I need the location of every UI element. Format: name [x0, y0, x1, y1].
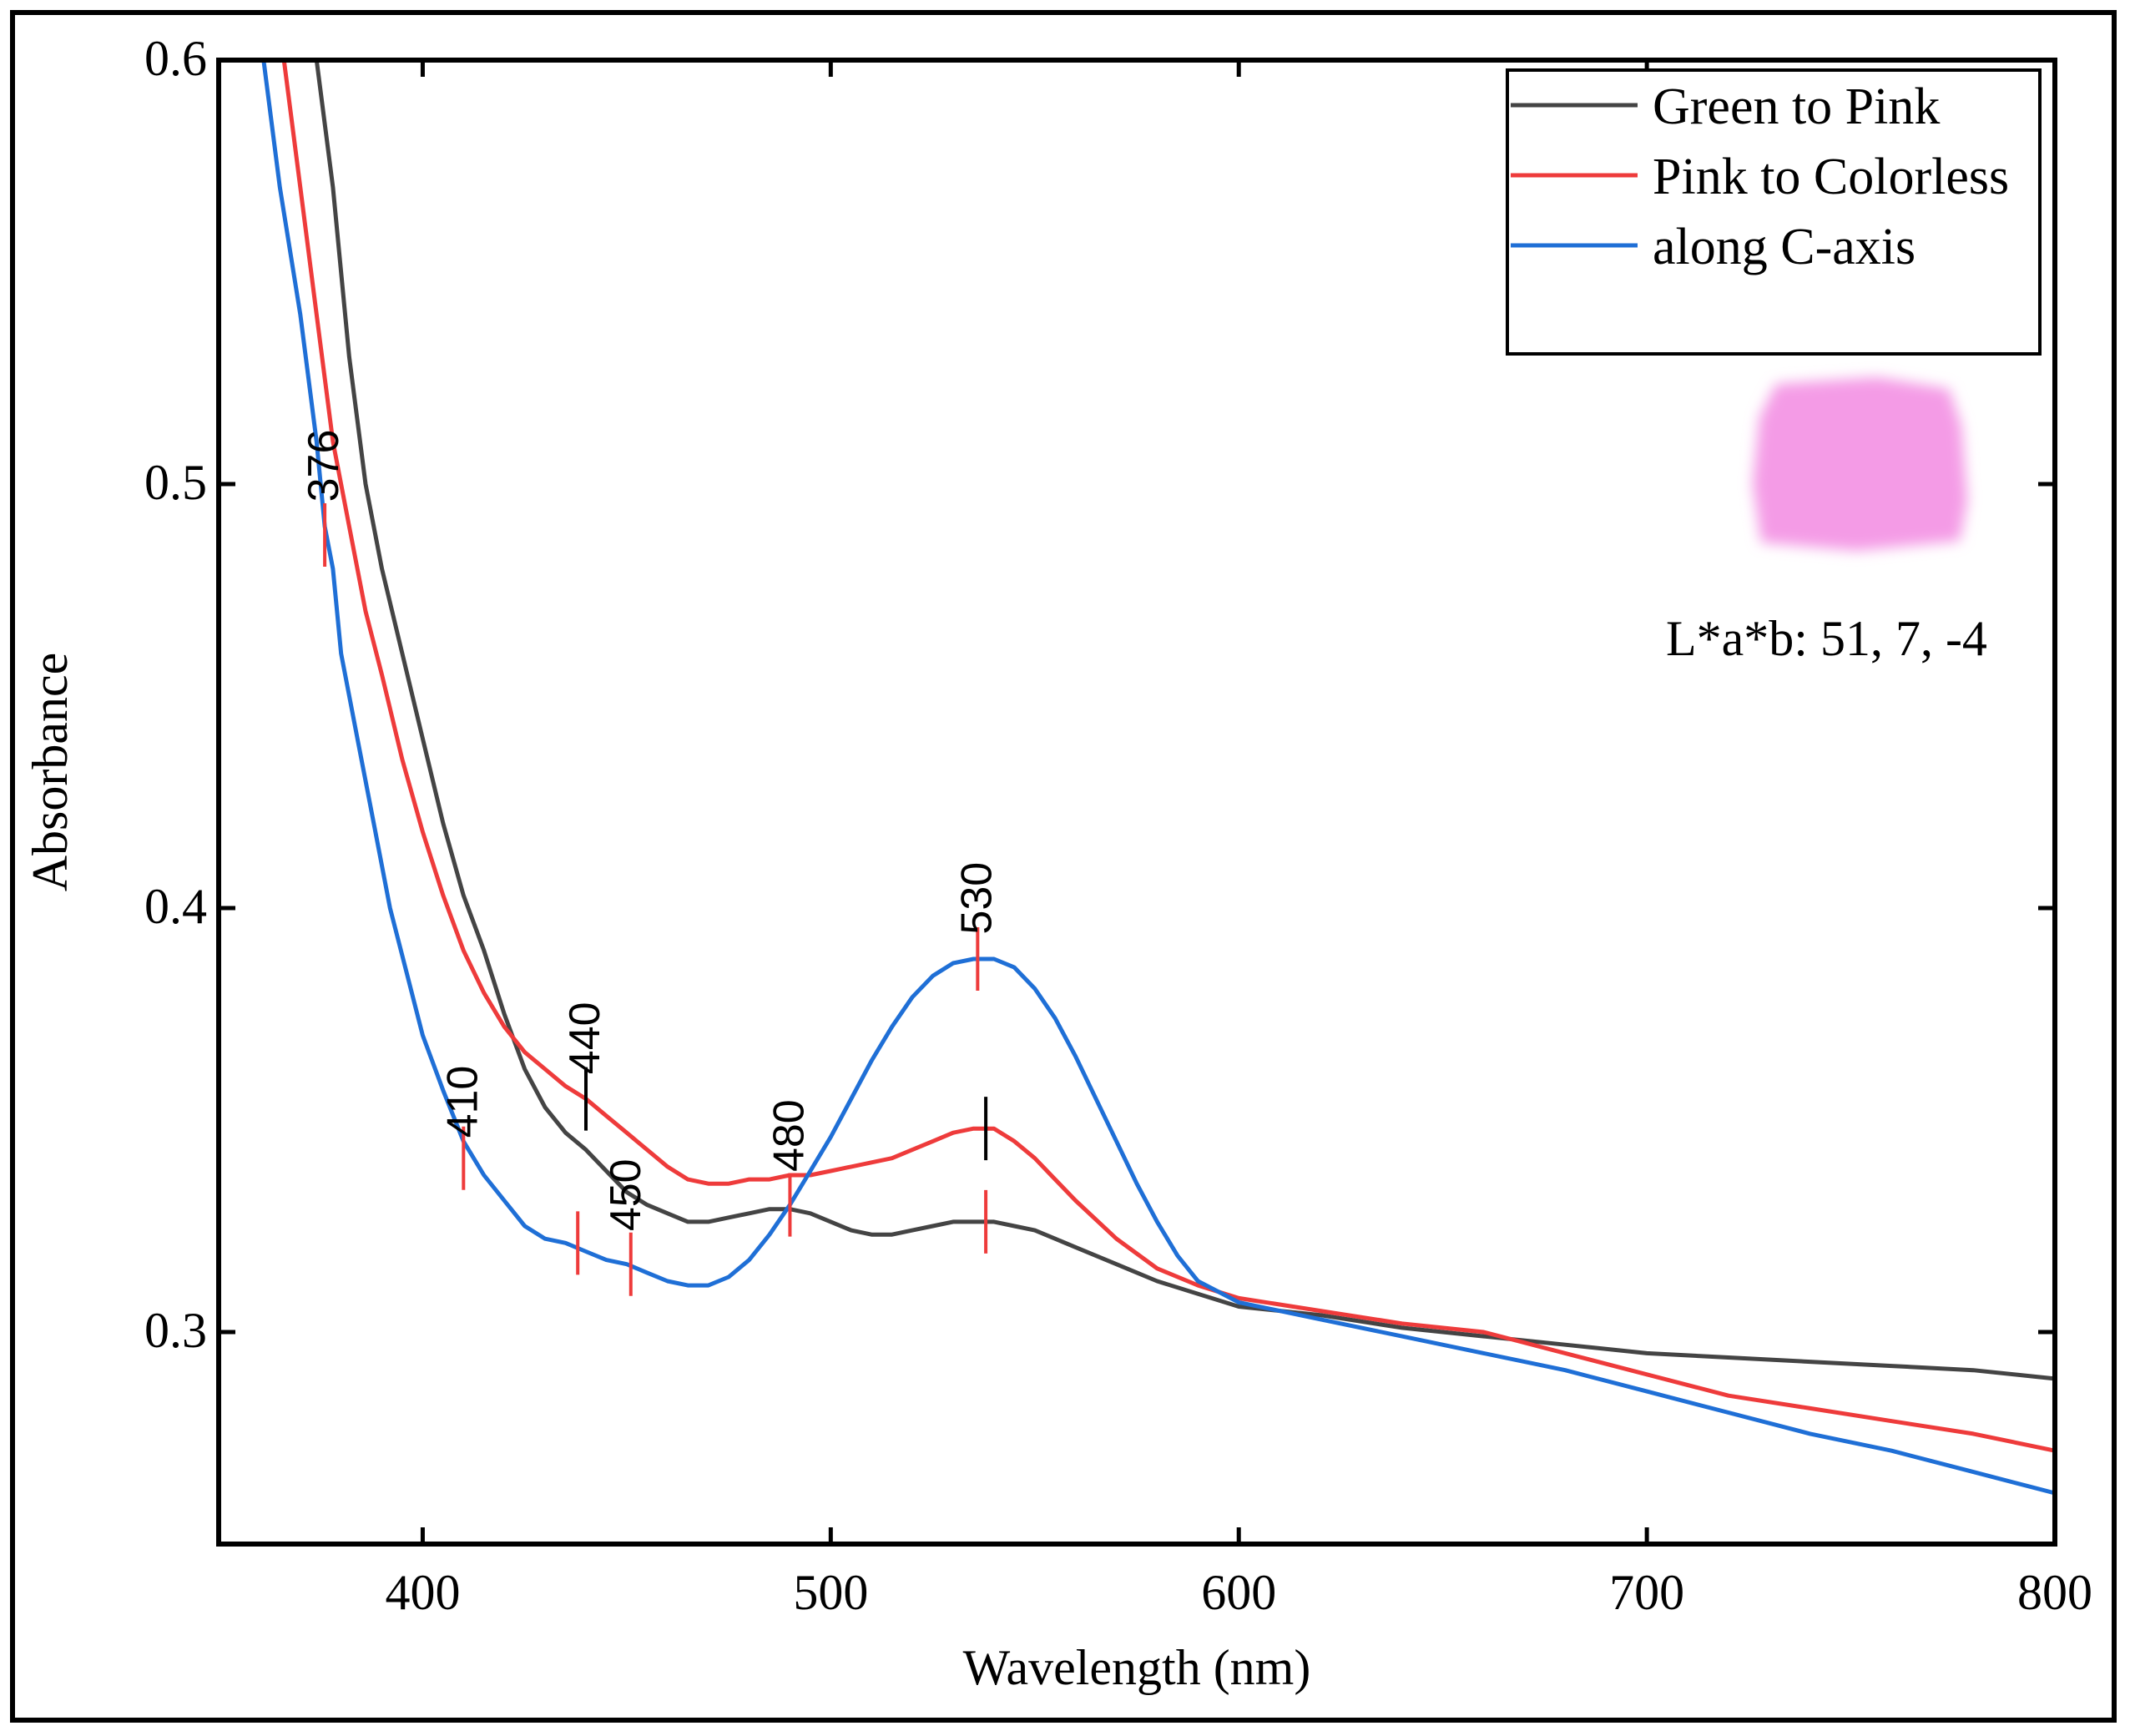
x-axis-title: Wavelength (nm) [963, 1640, 1311, 1695]
legend-label-pink-to-colorless: Pink to Colorless [1653, 149, 2009, 205]
series-line-green-to-pink [314, 59, 2056, 1381]
legend: Green to Pink Pink to Colorless along C-… [1506, 68, 2042, 356]
y-tick-label: 0.6 [144, 31, 207, 86]
peak-label-440: 440 [561, 1002, 609, 1074]
legend-box [1506, 68, 2042, 356]
lab-color-label: L*a*b: 51, 7, -4 [1666, 611, 1987, 666]
x-tick-label: 500 [793, 1565, 868, 1620]
peak-label-410: 410 [438, 1066, 487, 1138]
peak-label-450: 450 [602, 1158, 650, 1231]
legend-label-along-c-axis: along C-axis [1653, 219, 1915, 275]
y-tick-label: 0.5 [144, 455, 207, 510]
series-line-along-c-axis [261, 59, 2056, 1496]
sample-photo [1753, 377, 1967, 551]
plot-area [216, 58, 2057, 1547]
series-line-pink-to-colorless [281, 59, 2056, 1453]
peak-label-480: 480 [765, 1099, 813, 1172]
figure-frame [10, 10, 2117, 1723]
x-tick-label: 800 [2017, 1565, 2092, 1620]
y-tick-label: 0.4 [144, 879, 207, 934]
x-tick-label: 400 [385, 1565, 460, 1620]
sample-crystal [1753, 377, 1967, 551]
peak-label-376: 376 [300, 430, 348, 502]
peak-label-530: 530 [952, 862, 1001, 935]
legend-label-green-to-pink: Green to Pink [1653, 78, 1940, 135]
x-tick-label: 600 [1201, 1565, 1276, 1620]
y-axis-title: Absorbance [23, 653, 78, 892]
y-tick-label: 0.3 [144, 1303, 207, 1358]
x-tick-label: 700 [1609, 1565, 1684, 1620]
